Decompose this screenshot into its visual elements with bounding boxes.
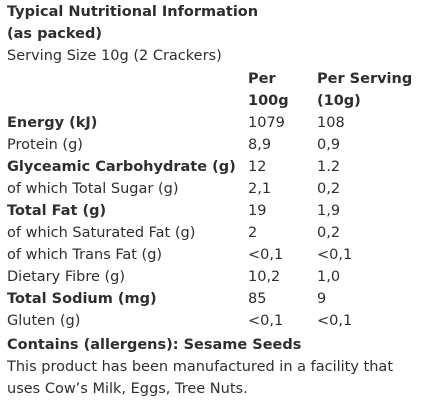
nutrient-per-100g-value: 1079: [248, 115, 285, 131]
nutrient-name: Glyceamic Carbohydrate (g): [7, 159, 236, 175]
nutrient-row: of which Saturated Fat (g) 2 0,2: [0, 225, 421, 245]
nutrient-name: Protein (g): [7, 137, 83, 153]
nutrient-row: Total Fat (g) 19 1,9: [0, 203, 421, 223]
facility-statement-line1: This product has been manufactured in a …: [7, 359, 393, 375]
nutrient-per-100g-value: 2: [248, 225, 258, 241]
allergens-statement: Contains (allergens): Sesame Seeds: [7, 337, 302, 353]
nutrient-per-100g-value: 8,9: [248, 137, 272, 153]
nutrient-per-serving-value: 1,9: [317, 203, 341, 219]
nutrient-per-100g-value: 12: [248, 159, 267, 175]
nutrient-per-100g-value: <0,1: [248, 313, 284, 329]
nutrient-per-serving-value: 108: [317, 115, 345, 131]
nutrient-name: Total Fat (g): [7, 203, 107, 219]
nutrient-name: Gluten (g): [7, 313, 81, 329]
nutrient-row: of which Trans Fat (g) <0,1 <0,1: [0, 247, 421, 267]
nutrient-row: of which Total Sugar (g) 2,1 0,2: [0, 181, 421, 201]
nutrient-name: of which Trans Fat (g): [7, 247, 163, 263]
nutrient-row: Total Sodium (mg) 85 9: [0, 291, 421, 311]
serving-size: Serving Size 10g (2 Crackers): [7, 48, 222, 64]
nutrient-per-serving-value: 9: [317, 291, 327, 307]
nutrient-name: Dietary Fibre (g): [7, 269, 126, 285]
nutrient-row: Dietary Fibre (g) 10,2 1,0: [0, 269, 421, 289]
nutrient-name: of which Total Sugar (g): [7, 181, 179, 197]
nutrient-per-serving-value: 0,2: [317, 181, 341, 197]
nutrient-per-100g-value: 85: [248, 291, 267, 307]
nutrient-per-serving-value: 0,9: [317, 137, 341, 153]
column-header-per-100g-line2: 100g: [248, 93, 289, 109]
nutrient-per-serving-value: <0,1: [317, 247, 353, 263]
panel-title: Typical Nutritional Information: [7, 4, 259, 20]
facility-statement-line2: uses Cow’s Milk, Eggs, Tree Nuts.: [7, 381, 248, 397]
nutrient-per-serving-value: 0,2: [317, 225, 341, 241]
nutrient-name: Total Sodium (mg): [7, 291, 157, 307]
nutrient-row: Protein (g) 8,9 0,9: [0, 137, 421, 157]
nutrient-row: Gluten (g) <0,1 <0,1: [0, 313, 421, 333]
panel-subtitle: (as packed): [7, 26, 102, 42]
nutrient-per-serving-value: 1,0: [317, 269, 341, 285]
nutrient-per-100g-value: <0,1: [248, 247, 284, 263]
nutrient-name: of which Saturated Fat (g): [7, 225, 196, 241]
nutrient-per-100g-value: 10,2: [248, 269, 281, 285]
column-header-per-100g-line1: Per: [248, 71, 276, 87]
column-header-per-serving-line2: (10g): [317, 93, 361, 109]
nutrient-per-serving-value: 1.2: [317, 159, 341, 175]
nutrient-per-100g-value: 19: [248, 203, 267, 219]
nutrient-row: Glyceamic Carbohydrate (g) 12 1.2: [0, 159, 421, 179]
column-header-per-serving-line1: Per Serving: [317, 71, 413, 87]
nutrient-per-serving-value: <0,1: [317, 313, 353, 329]
nutrient-row: Energy (kJ) 1079 108: [0, 115, 421, 135]
nutrient-per-100g-value: 2,1: [248, 181, 272, 197]
nutrient-name: Energy (kJ): [7, 115, 98, 131]
